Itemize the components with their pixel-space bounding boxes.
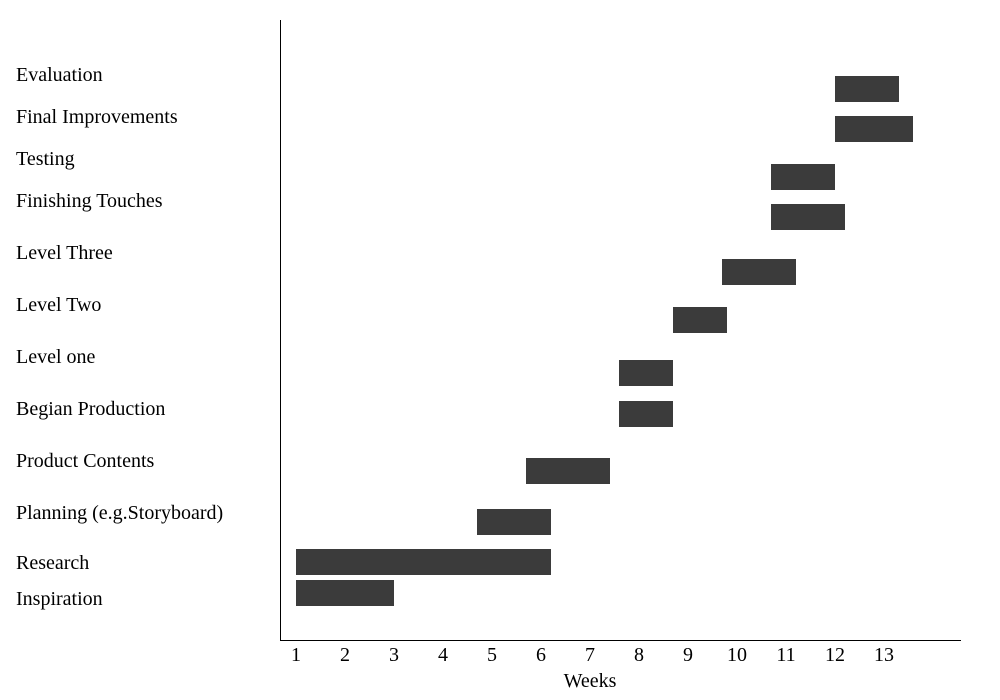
gantt-bar	[835, 76, 899, 102]
gantt-bar	[673, 307, 727, 333]
task-label: Level Two	[16, 294, 101, 317]
x-tick-label: 4	[438, 644, 448, 667]
x-tick-label: 8	[634, 644, 644, 667]
x-tick-label: 11	[776, 644, 795, 667]
task-label: Inspiration	[16, 588, 103, 611]
x-tick-label: 12	[825, 644, 845, 667]
task-label: Level Three	[16, 242, 113, 265]
gantt-bar	[477, 509, 551, 535]
x-tick-label: 5	[487, 644, 497, 667]
x-tick-label: 7	[585, 644, 595, 667]
task-label: Planning (e.g.Storyboard)	[16, 502, 223, 525]
x-tick-label: 13	[874, 644, 894, 667]
task-label: Level one	[16, 346, 95, 369]
x-axis-title: Weeks	[564, 670, 617, 693]
task-label: Final Improvements	[16, 106, 178, 129]
task-label: Evaluation	[16, 64, 103, 87]
task-label: Begian Production	[16, 398, 165, 421]
task-label: Testing	[16, 148, 75, 171]
task-label: Research	[16, 552, 89, 575]
task-label: Product Contents	[16, 450, 154, 473]
plot-area: 12345678910111213Weeks	[280, 20, 961, 641]
x-tick-label: 9	[683, 644, 693, 667]
x-tick-label: 10	[727, 644, 747, 667]
gantt-bar	[771, 204, 845, 230]
gantt-bar	[296, 549, 551, 575]
x-tick-label: 3	[389, 644, 399, 667]
gantt-bar	[835, 116, 913, 142]
x-tick-label: 1	[291, 644, 301, 667]
gantt-bar	[296, 580, 394, 606]
gantt-bar	[619, 401, 673, 427]
gantt-chart: Evaluation Final Improvements Testing Finis…	[0, 0, 1000, 700]
x-tick-label: 6	[536, 644, 546, 667]
gantt-bar	[771, 164, 835, 190]
gantt-bar	[722, 259, 796, 285]
x-tick-label: 2	[340, 644, 350, 667]
gantt-bar	[619, 360, 673, 386]
gantt-bar	[526, 458, 609, 484]
task-label: Finishing Touches	[16, 190, 163, 213]
y-axis-labels: Evaluation Final Improvements Testing Finis…	[0, 0, 280, 660]
